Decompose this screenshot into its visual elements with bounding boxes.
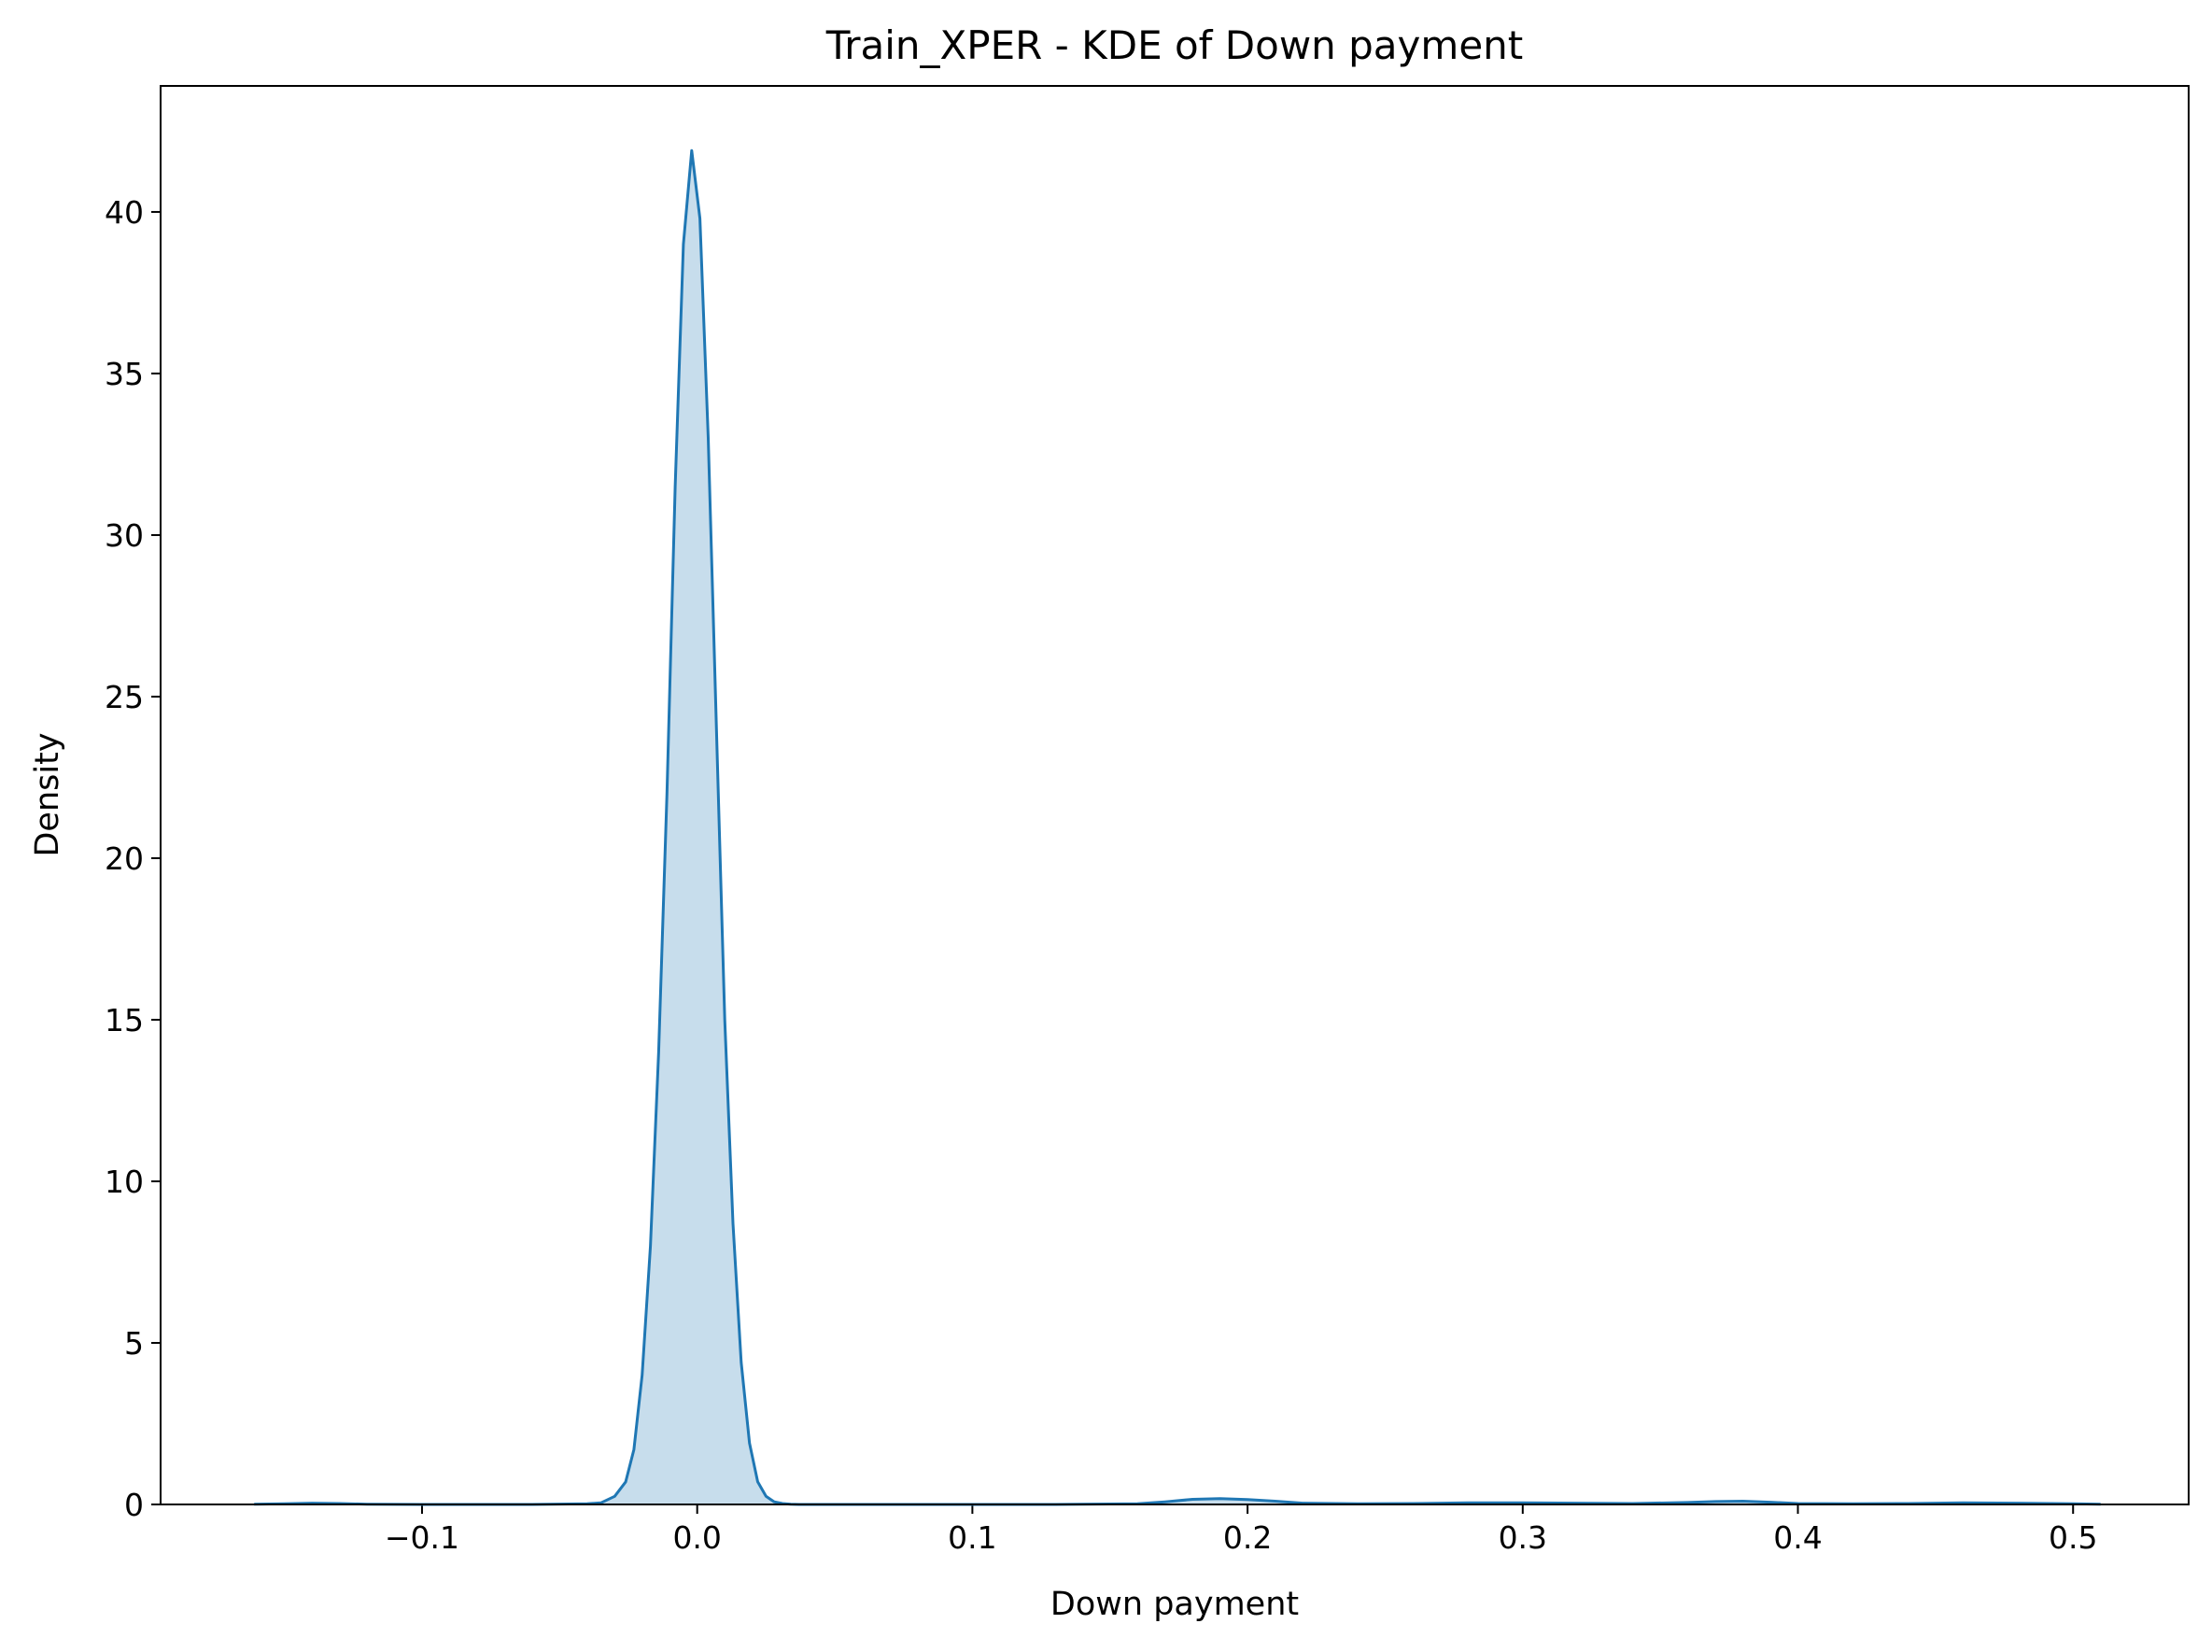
x-tick-label: 0.0 <box>672 1519 721 1556</box>
y-tick-label: 35 <box>105 356 144 392</box>
x-tick-label: −0.1 <box>385 1519 459 1556</box>
y-tick-label: 10 <box>105 1164 144 1200</box>
kde-density-line <box>254 148 2101 1506</box>
y-axis-label: Density <box>29 732 66 856</box>
y-tick-label: 20 <box>105 840 144 877</box>
y-tick-label: 30 <box>105 517 144 554</box>
x-tick-label: 0.1 <box>948 1519 996 1556</box>
x-axis-label: Down payment <box>1050 1586 1299 1623</box>
kde-fill-area <box>254 150 2101 1505</box>
y-tick-label: 25 <box>105 679 144 715</box>
chart-title: Train_XPER - KDE of Down payment <box>825 22 1524 68</box>
plot-frame <box>160 85 2190 1505</box>
y-tick-label: 5 <box>124 1325 144 1362</box>
y-tick-label: 40 <box>105 194 144 231</box>
x-tick-label: 0.4 <box>1773 1519 1822 1556</box>
x-tick-label: 0.2 <box>1223 1519 1272 1556</box>
y-axis-ticks: 0 5 10 15 20 25 30 35 40 <box>105 194 161 1523</box>
x-tick-label: 0.3 <box>1499 1519 1547 1556</box>
x-tick-label: 0.5 <box>2049 1519 2097 1556</box>
y-tick-label: 0 <box>124 1487 144 1523</box>
x-axis-ticks: −0.1 0.0 0.1 0.2 0.3 0.4 0.5 <box>385 1504 2097 1556</box>
y-tick-label: 15 <box>105 1002 144 1038</box>
